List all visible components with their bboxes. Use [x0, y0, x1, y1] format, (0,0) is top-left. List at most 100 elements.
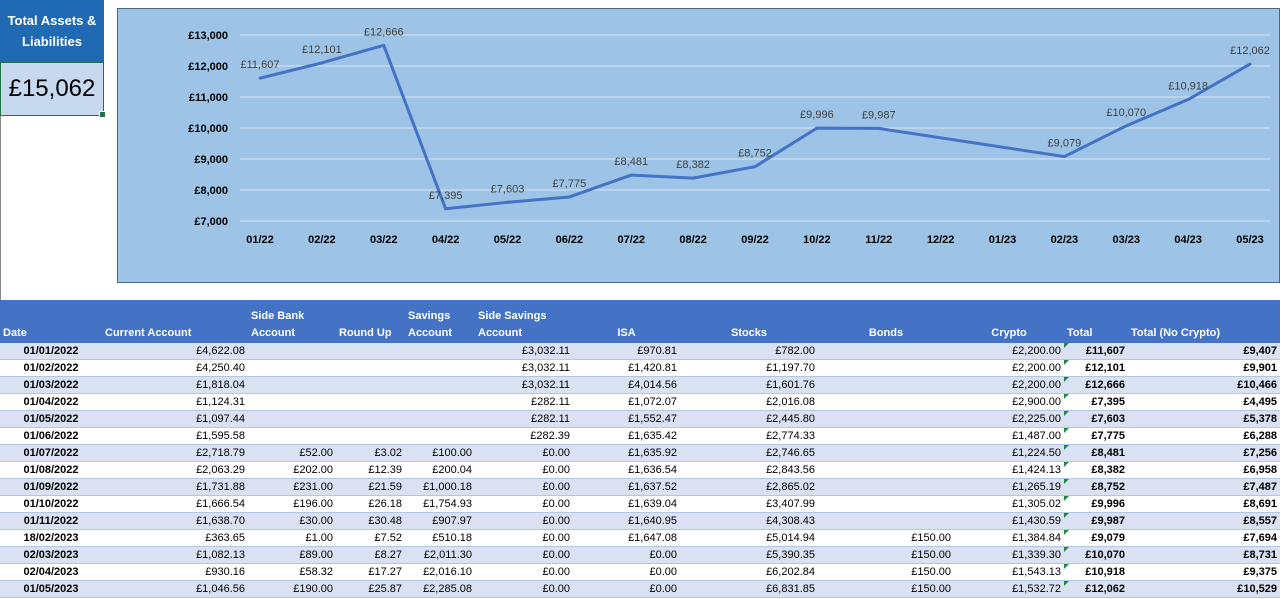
- cell-totalnc[interactable]: £6,288: [1128, 427, 1280, 445]
- cell-crypto[interactable]: £2,225.00: [954, 410, 1064, 428]
- cell-bonds[interactable]: £150.00: [818, 580, 954, 598]
- cell-current[interactable]: £1,666.54: [102, 495, 248, 513]
- cell-sidesavings[interactable]: £0.00: [475, 461, 573, 479]
- cell-crypto[interactable]: £2,200.00: [954, 359, 1064, 377]
- cell-stocks[interactable]: £2,445.80: [680, 410, 818, 428]
- cell-savings[interactable]: £1,754.93: [405, 495, 475, 513]
- cell-savings[interactable]: [405, 376, 475, 394]
- cell-isa[interactable]: £0.00: [573, 580, 680, 598]
- cell-savings[interactable]: £510.18: [405, 529, 475, 547]
- cell-savings[interactable]: £1,000.18: [405, 478, 475, 496]
- cell-isa[interactable]: £1,072.07: [573, 393, 680, 411]
- cell-totalnc[interactable]: £7,256: [1128, 444, 1280, 462]
- cell-bonds[interactable]: £150.00: [818, 529, 954, 547]
- cell-roundup[interactable]: £3.02: [336, 444, 405, 462]
- cell-totalnc[interactable]: £10,466: [1128, 376, 1280, 394]
- cell-isa[interactable]: £1,639.04: [573, 495, 680, 513]
- cell-sidesavings[interactable]: £282.11: [475, 393, 573, 411]
- cell-sidesavings[interactable]: £3,032.11: [475, 343, 573, 360]
- cell-savings[interactable]: [405, 343, 475, 360]
- cell-savings[interactable]: [405, 410, 475, 428]
- cell-crypto[interactable]: £1,224.50: [954, 444, 1064, 462]
- cell-isa[interactable]: £0.00: [573, 563, 680, 581]
- cell-current[interactable]: £363.65: [102, 529, 248, 547]
- cell-current[interactable]: £1,046.56: [102, 580, 248, 598]
- cell-crypto[interactable]: £2,900.00: [954, 393, 1064, 411]
- cell-roundup[interactable]: £7.52: [336, 529, 405, 547]
- cell-sidebank[interactable]: £30.00: [248, 512, 336, 530]
- cell-stocks[interactable]: £1,197.70: [680, 359, 818, 377]
- column-header-total[interactable]: Total: [1064, 300, 1128, 343]
- cell-totalnc[interactable]: £8,557: [1128, 512, 1280, 530]
- column-header-date[interactable]: Date: [0, 300, 102, 343]
- column-header-bonds[interactable]: Bonds: [818, 300, 954, 343]
- cell-total[interactable]: £9,996: [1064, 495, 1128, 513]
- cell-crypto[interactable]: £2,200.00: [954, 343, 1064, 360]
- cell-bonds[interactable]: [818, 410, 954, 428]
- cell-savings[interactable]: £907.97: [405, 512, 475, 530]
- cell-sidesavings[interactable]: £0.00: [475, 546, 573, 564]
- cell-sidebank[interactable]: £89.00: [248, 546, 336, 564]
- cell-total[interactable]: £10,918: [1064, 563, 1128, 581]
- cell-stocks[interactable]: £2,865.02: [680, 478, 818, 496]
- cell-sidesavings[interactable]: £282.11: [475, 410, 573, 428]
- cell-isa[interactable]: £1,636.54: [573, 461, 680, 479]
- cell-bonds[interactable]: [818, 359, 954, 377]
- cell-total[interactable]: £11,607: [1064, 343, 1128, 360]
- cell-sidebank[interactable]: £58.32: [248, 563, 336, 581]
- cell-savings[interactable]: [405, 427, 475, 445]
- cell-savings[interactable]: £2,285.08: [405, 580, 475, 598]
- cell-sidebank[interactable]: £52.00: [248, 444, 336, 462]
- cell-totalnc[interactable]: £6,958: [1128, 461, 1280, 479]
- cell-total[interactable]: £12,062: [1064, 580, 1128, 598]
- cell-current[interactable]: £1,124.31: [102, 393, 248, 411]
- cell-stocks[interactable]: £2,774.33: [680, 427, 818, 445]
- cell-crypto[interactable]: £1,424.13: [954, 461, 1064, 479]
- cell-sidesavings[interactable]: £0.00: [475, 495, 573, 513]
- cell-date[interactable]: 01/07/2022: [0, 444, 102, 462]
- cell-isa[interactable]: £1,635.42: [573, 427, 680, 445]
- cell-date[interactable]: 01/10/2022: [0, 495, 102, 513]
- cell-roundup[interactable]: £12.39: [336, 461, 405, 479]
- column-header-current[interactable]: Current Account: [102, 300, 248, 343]
- cell-total[interactable]: £8,481: [1064, 444, 1128, 462]
- cell-total[interactable]: £8,752: [1064, 478, 1128, 496]
- cell-savings[interactable]: £2,011.30: [405, 546, 475, 564]
- cell-stocks[interactable]: £5,014.94: [680, 529, 818, 547]
- cell-stocks[interactable]: £4,308.43: [680, 512, 818, 530]
- cell-bonds[interactable]: £150.00: [818, 563, 954, 581]
- cell-sidebank[interactable]: £1.00: [248, 529, 336, 547]
- cell-total[interactable]: £9,987: [1064, 512, 1128, 530]
- cell-stocks[interactable]: £3,407.99: [680, 495, 818, 513]
- cell-roundup[interactable]: [336, 410, 405, 428]
- cell-date[interactable]: 01/06/2022: [0, 427, 102, 445]
- cell-totalnc[interactable]: £8,691: [1128, 495, 1280, 513]
- cell-isa[interactable]: £1,635.92: [573, 444, 680, 462]
- cell-date[interactable]: 01/11/2022: [0, 512, 102, 530]
- column-header-sidebank[interactable]: Side Bank Account: [248, 300, 336, 343]
- cell-sidebank[interactable]: £202.00: [248, 461, 336, 479]
- cell-isa[interactable]: £4,014.56: [573, 376, 680, 394]
- cell-roundup[interactable]: [336, 376, 405, 394]
- cell-sidebank[interactable]: £196.00: [248, 495, 336, 513]
- cell-sidebank[interactable]: [248, 393, 336, 411]
- cell-totalnc[interactable]: £8,731: [1128, 546, 1280, 564]
- cell-current[interactable]: £1,818.04: [102, 376, 248, 394]
- cell-savings[interactable]: £2,016.10: [405, 563, 475, 581]
- cell-sidesavings[interactable]: £0.00: [475, 580, 573, 598]
- cell-sidesavings[interactable]: £0.00: [475, 529, 573, 547]
- cell-sidebank[interactable]: [248, 343, 336, 360]
- cell-sidebank[interactable]: [248, 427, 336, 445]
- cell-total[interactable]: £10,070: [1064, 546, 1128, 564]
- cell-roundup[interactable]: £8.27: [336, 546, 405, 564]
- cell-isa[interactable]: £1,647.08: [573, 529, 680, 547]
- cell-bonds[interactable]: [818, 343, 954, 360]
- cell-date[interactable]: 01/02/2022: [0, 359, 102, 377]
- column-header-roundup[interactable]: Round Up: [336, 300, 405, 343]
- cell-stocks[interactable]: £782.00: [680, 343, 818, 360]
- cell-isa[interactable]: £0.00: [573, 546, 680, 564]
- cell-current[interactable]: £1,082.13: [102, 546, 248, 564]
- cell-roundup[interactable]: £17.27: [336, 563, 405, 581]
- cell-date[interactable]: 01/01/2022: [0, 343, 102, 360]
- cell-bonds[interactable]: [818, 393, 954, 411]
